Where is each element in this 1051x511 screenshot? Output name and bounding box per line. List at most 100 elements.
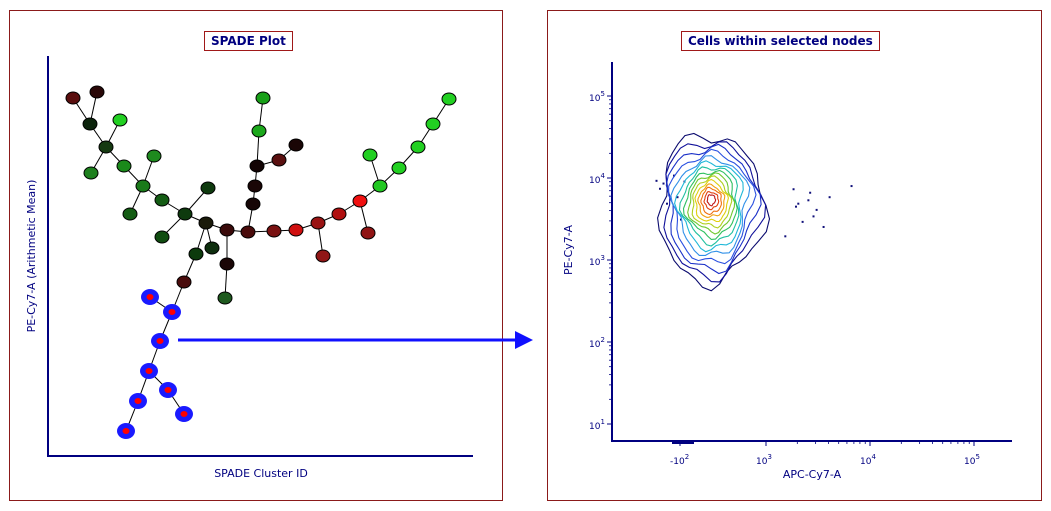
x-tick-label: 104 xyxy=(860,453,876,467)
outlier-point xyxy=(784,235,787,238)
spade-selected-node xyxy=(180,411,188,417)
outlier-point xyxy=(676,196,679,199)
spade-node xyxy=(82,117,98,131)
outlier-point xyxy=(809,191,812,194)
y-tick-label: 105 xyxy=(589,90,605,104)
spade-selected-node xyxy=(156,338,164,344)
spade-node xyxy=(425,117,441,131)
spade-node xyxy=(146,149,162,163)
spade-plot-title: SPADE Plot xyxy=(204,31,293,51)
spade-node xyxy=(177,207,193,221)
outlier-point xyxy=(822,225,825,228)
spade-x-label: SPADE Cluster ID xyxy=(214,467,308,480)
outlier-point xyxy=(801,220,804,223)
spade-node xyxy=(240,225,256,239)
spade-node xyxy=(154,230,170,244)
spade-node xyxy=(288,223,304,237)
contour-line xyxy=(697,183,726,218)
spade-node xyxy=(391,161,407,175)
spade-node xyxy=(441,92,457,106)
contour-line xyxy=(657,132,771,292)
spade-selected-node xyxy=(122,428,130,434)
spade-node xyxy=(410,140,426,154)
outlier-point xyxy=(673,174,675,177)
contour-line xyxy=(706,194,717,207)
spade-node xyxy=(266,224,282,238)
outlier-point xyxy=(797,202,800,205)
spade-node xyxy=(219,223,235,237)
selected-cells-panel: Cells within selected nodes xyxy=(547,10,1042,501)
outlier-point xyxy=(807,199,810,202)
outlier-point xyxy=(792,188,795,191)
spade-node xyxy=(112,113,128,127)
spade-y-label: PE-Cy7-A (Arithmetic Mean) xyxy=(25,180,38,333)
spade-selected-node xyxy=(145,368,153,374)
contour-lines xyxy=(657,132,771,292)
spade-node xyxy=(249,159,265,173)
spade-node xyxy=(247,179,263,193)
outlier-point xyxy=(828,196,831,199)
y-tick-label: 102 xyxy=(589,336,605,350)
spade-node xyxy=(271,153,287,167)
spade-nodes xyxy=(65,85,457,439)
outlier-point xyxy=(662,182,665,185)
spade-node xyxy=(310,216,326,230)
contour-x-label: APC-Cy7-A xyxy=(783,468,842,481)
contour-line xyxy=(663,141,767,283)
spade-selected-node xyxy=(134,398,142,404)
x-tick-label: 103 xyxy=(756,453,772,467)
spade-node xyxy=(255,91,271,105)
spade-node xyxy=(360,226,376,240)
spade-selected-node xyxy=(146,294,154,300)
spade-node xyxy=(315,249,331,263)
outlier-point xyxy=(850,185,853,188)
spade-node xyxy=(65,91,81,105)
outlier-point xyxy=(655,179,658,182)
spade-edges xyxy=(72,91,450,432)
contour-line xyxy=(670,155,751,256)
y-tick-label: 103 xyxy=(589,254,605,268)
y-tick-label: 104 xyxy=(589,172,605,186)
outlier-point xyxy=(659,187,661,190)
spade-node xyxy=(331,207,347,221)
contour-line xyxy=(694,178,729,223)
contour-line xyxy=(674,160,744,253)
x-zero-band xyxy=(672,441,694,444)
x-tick-label: -102 xyxy=(670,453,689,467)
spade-node xyxy=(198,216,214,230)
spade-node xyxy=(98,140,114,154)
contour-line xyxy=(687,172,736,235)
outlier-point xyxy=(680,218,682,221)
spade-node xyxy=(251,124,267,138)
spade-node xyxy=(288,138,304,152)
spade-node xyxy=(83,166,99,180)
contour-line xyxy=(682,169,738,240)
spade-node xyxy=(245,197,261,211)
spade-selected-node xyxy=(164,387,172,393)
contour-line xyxy=(691,175,733,229)
contour-y-label: PE-Cy7-A xyxy=(562,225,575,275)
spade-node xyxy=(219,257,235,271)
spade-node xyxy=(372,179,388,193)
spade-node xyxy=(217,291,233,305)
contour-ticks: 101 102 103 104 105 -102 103 104 105 xyxy=(589,90,980,467)
spade-node xyxy=(204,241,220,255)
spade-node xyxy=(122,207,138,221)
spade-node xyxy=(352,194,368,208)
outlier-point xyxy=(812,215,815,218)
spade-node xyxy=(362,148,378,162)
x-tick-label: 105 xyxy=(964,453,980,467)
spade-node xyxy=(116,159,132,173)
spade-node xyxy=(200,181,216,195)
selection-arrow xyxy=(178,331,533,349)
outlier-point xyxy=(666,202,668,205)
contour-line xyxy=(678,166,740,247)
spade-selected-node xyxy=(168,309,176,315)
contour-outliers xyxy=(655,174,853,238)
spade-node xyxy=(188,247,204,261)
outlier-point xyxy=(794,205,797,208)
spade-node xyxy=(135,179,151,193)
contour-line xyxy=(703,191,720,211)
outlier-point xyxy=(815,208,818,211)
